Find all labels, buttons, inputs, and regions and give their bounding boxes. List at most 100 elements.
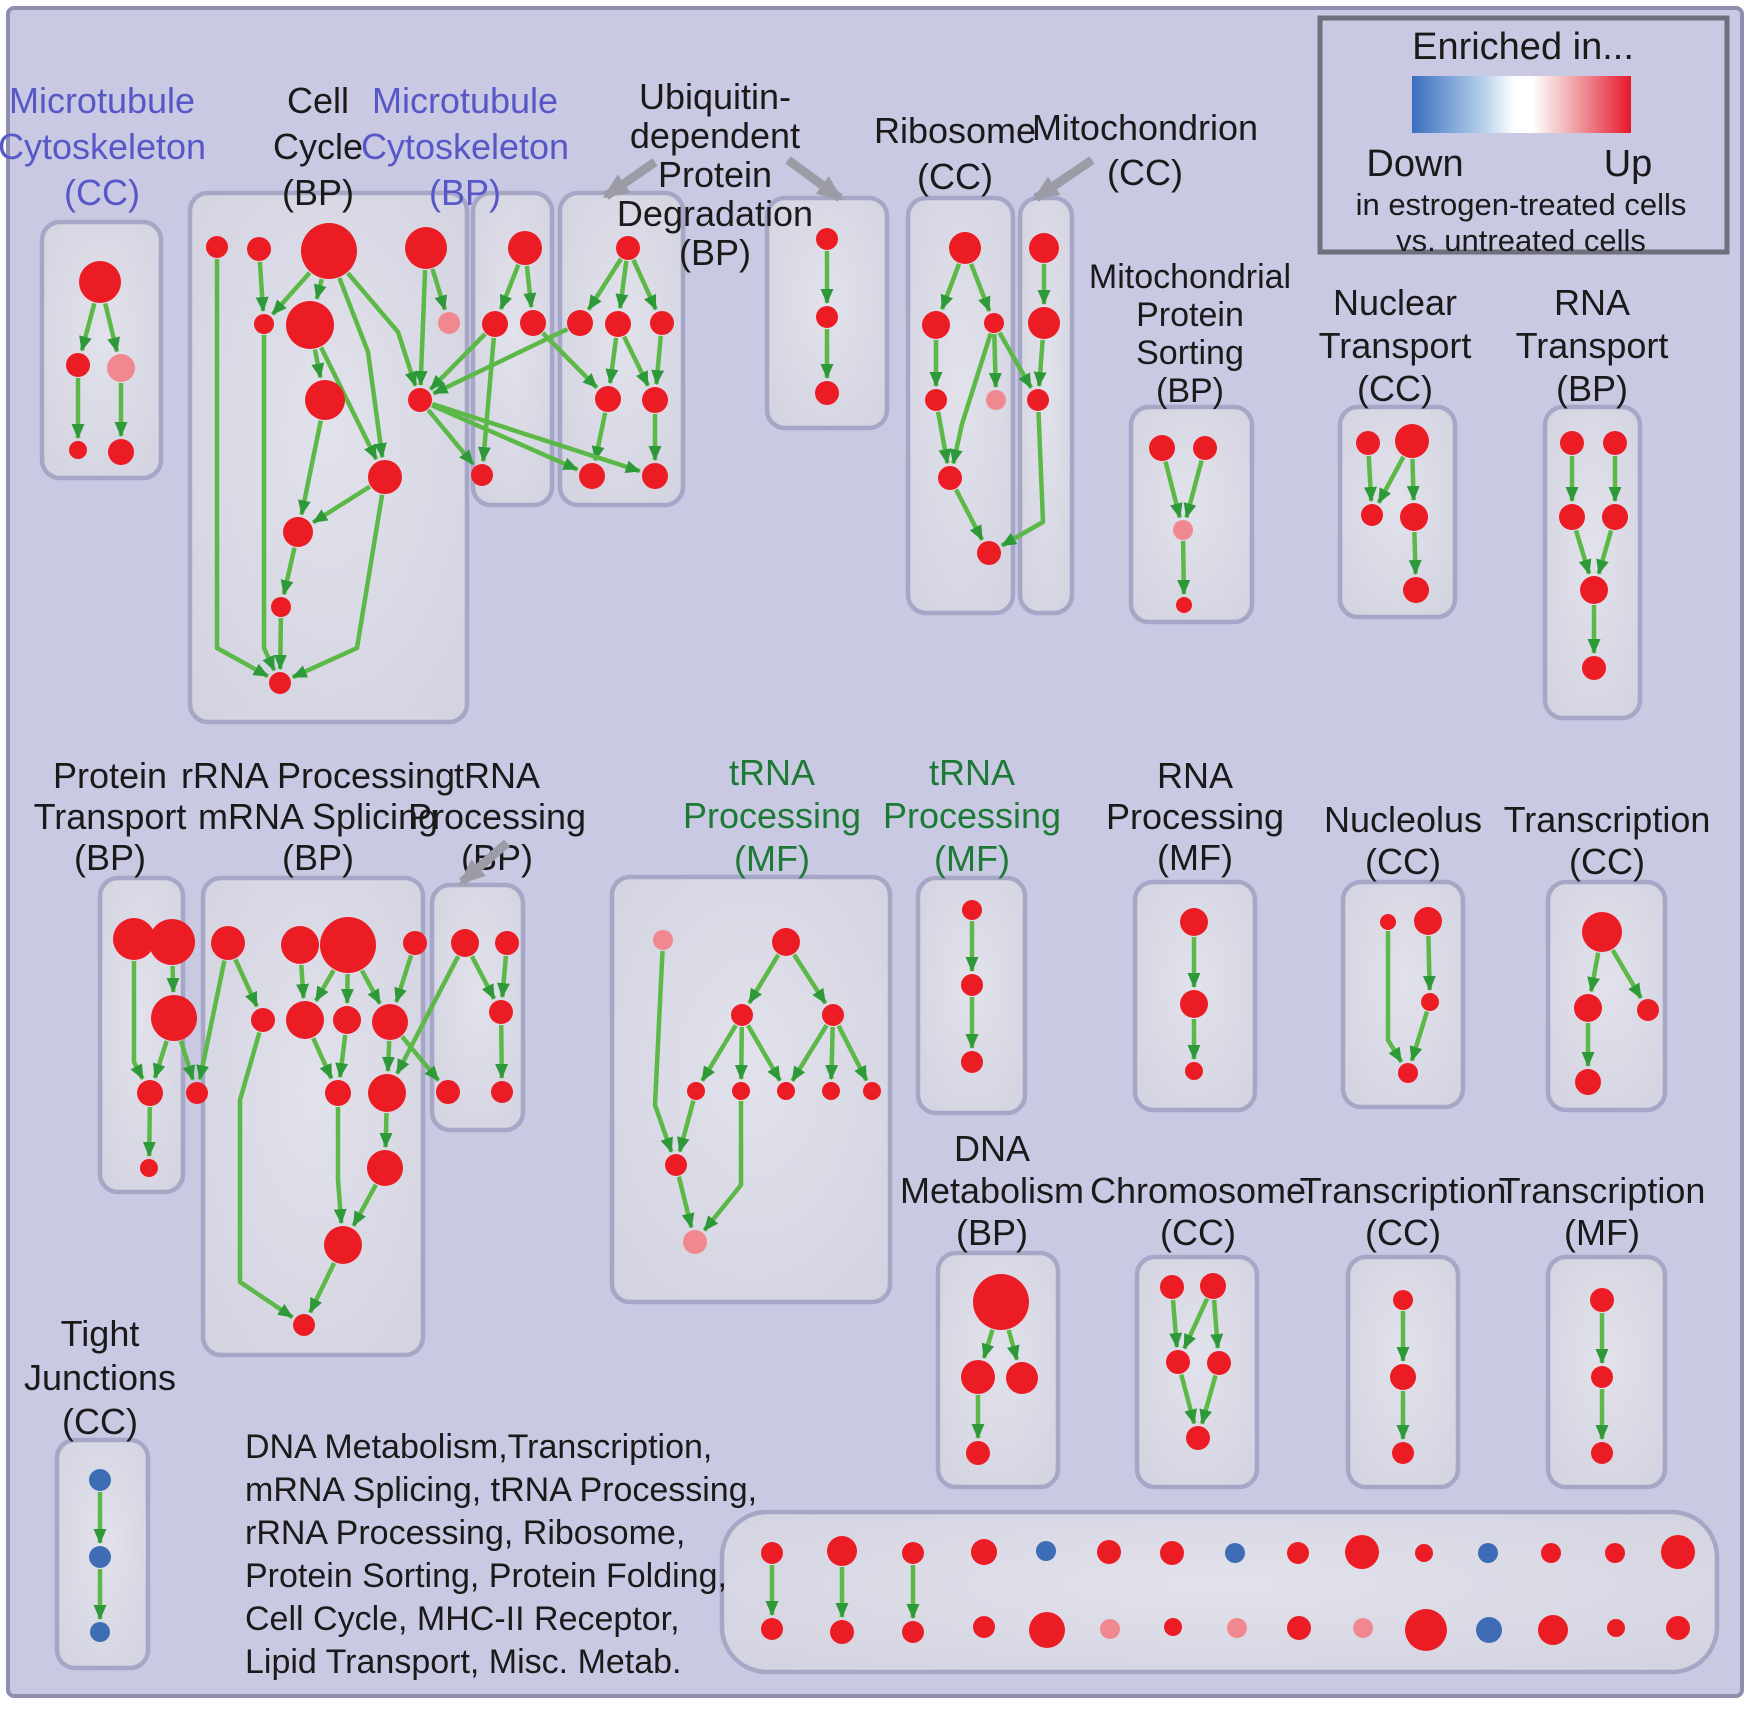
gene-set-node-7	[301, 223, 357, 279]
cluster-label-trna-processing-mf-2: (MF)	[934, 838, 1010, 879]
cluster-label-nucleolus-cc: (CC)	[1365, 841, 1441, 882]
gene-set-node-33	[949, 232, 981, 264]
gene-set-node-111	[1160, 1275, 1184, 1299]
gene-set-node-145	[1100, 1619, 1120, 1639]
cluster-label-trna-processing-mf-1: Processing	[683, 795, 861, 836]
cluster-label-microtubule-cytoskeleton-cc: Microtubule	[9, 80, 195, 121]
edge-arrow	[149, 1107, 150, 1156]
gene-set-node-136	[1478, 1543, 1498, 1563]
gene-set-node-113	[1166, 1350, 1190, 1374]
cluster-label-ubiquitin-degradation-bp-1: Degradation	[617, 193, 813, 234]
cluster-label-rna-transport-bp: (BP)	[1556, 368, 1628, 409]
gene-set-node-115	[1186, 1426, 1210, 1450]
gene-set-node-67	[403, 931, 427, 955]
gene-set-node-116	[1393, 1290, 1413, 1310]
gene-set-node-140	[761, 1618, 783, 1640]
gene-set-node-90	[863, 1082, 881, 1100]
edge-arrow	[386, 1113, 387, 1147]
gene-set-node-99	[1380, 914, 1396, 930]
cluster-label-chromosome-cc: (CC)	[1160, 1212, 1236, 1253]
cluster-label-mitochondrial-protein-sorting-bp: Sorting	[1136, 334, 1244, 372]
cluster-label-transcription-mf: Transcription	[1499, 1170, 1706, 1211]
gene-set-node-98	[1185, 1062, 1203, 1080]
gene-set-node-131	[1160, 1541, 1184, 1565]
gene-set-node-143	[973, 1616, 995, 1638]
cluster-label-rna-processing-mf: (MF)	[1157, 837, 1233, 878]
cluster-label-nuclear-transport-cc: Nuclear	[1333, 282, 1457, 323]
gene-set-node-42	[1027, 389, 1049, 411]
cluster-box-chromosome-cc	[1137, 1257, 1257, 1487]
gene-set-node-114	[1207, 1351, 1231, 1375]
mixed-terms-note-line-1: mRNA Splicing, tRNA Processing,	[245, 1471, 757, 1509]
edge-arrow	[280, 618, 281, 669]
cluster-label-rna-processing-mf: Processing	[1106, 796, 1284, 837]
cluster-label-ubiquitin-degradation-bp-1: Protein	[658, 154, 772, 195]
cluster-label-mitochondrial-protein-sorting-bp: Protein	[1136, 296, 1244, 334]
mixed-terms-note-line-4: Cell Cycle, MHC-II Receptor,	[245, 1600, 680, 1638]
cluster-box-mitochondrial-protein-sorting-bp	[1131, 407, 1252, 622]
gene-set-node-87	[732, 1082, 750, 1100]
cluster-label-rna-transport-bp: Transport	[1516, 325, 1669, 366]
gene-set-node-79	[489, 1000, 513, 1024]
cluster-label-nuclear-transport-cc: Transport	[1319, 325, 1472, 366]
gene-set-node-120	[1591, 1366, 1613, 1388]
gene-set-node-142	[902, 1621, 924, 1643]
gene-set-node-51	[1403, 577, 1429, 603]
gene-set-node-48	[1395, 424, 1429, 458]
cluster-label-chromosome-cc: Chromosome	[1090, 1170, 1306, 1211]
gene-set-node-12	[305, 380, 345, 420]
gene-set-node-0	[79, 261, 121, 303]
gene-set-node-19	[482, 311, 508, 337]
mixed-terms-note-line-2: rRNA Processing, Ribosome,	[245, 1514, 685, 1552]
gene-set-node-39	[977, 541, 1001, 565]
gene-set-node-36	[925, 389, 947, 411]
gene-set-node-73	[368, 1074, 406, 1112]
gene-set-node-8	[405, 227, 447, 269]
gene-set-node-22	[616, 236, 640, 260]
gene-set-node-94	[961, 974, 983, 996]
cluster-label-ubiquitin-degradation-bp-1: Ubiquitin-	[639, 76, 791, 117]
legend-subtitle-2: vs. untreated cells	[1396, 223, 1646, 258]
legend-title: Enriched in...	[1412, 26, 1634, 68]
edge-arrow	[388, 1041, 389, 1071]
gene-set-node-43	[1149, 435, 1175, 461]
gene-set-node-62	[140, 1159, 158, 1177]
gene-set-node-117	[1390, 1364, 1416, 1390]
gene-set-node-97	[1180, 990, 1208, 1018]
cluster-label-rna-processing-mf: RNA	[1157, 755, 1233, 796]
gene-set-node-107	[973, 1274, 1029, 1330]
gene-set-node-71	[372, 1004, 408, 1040]
gene-set-node-132	[1225, 1543, 1245, 1563]
gene-set-node-83	[772, 928, 800, 956]
legend-subtitle-1: in estrogen-treated cells	[1356, 187, 1687, 222]
edge-arrow	[301, 965, 303, 998]
cluster-label-dna-metabolism-bp: (BP)	[956, 1212, 1028, 1253]
cluster-label-mitochondrial-protein-sorting-bp: Mitochondrial	[1089, 258, 1291, 296]
gene-set-node-61	[137, 1080, 163, 1106]
gene-set-node-45	[1173, 520, 1193, 540]
cluster-label-tight-junctions-cc: (CC)	[62, 1401, 138, 1442]
gene-set-node-15	[283, 517, 313, 547]
edge-arrow	[1183, 541, 1184, 594]
gene-set-node-50	[1400, 503, 1428, 531]
gene-set-node-57	[1582, 656, 1606, 680]
gene-set-node-93	[962, 900, 982, 920]
cluster-label-microtubule-cytoskeleton-cc: (CC)	[64, 172, 140, 213]
cluster-label-cell-cycle-bp: Cell	[287, 80, 349, 121]
gene-set-node-63	[186, 1082, 208, 1104]
gene-set-node-137	[1541, 1543, 1561, 1563]
gene-set-node-153	[1607, 1619, 1625, 1637]
gene-set-node-27	[642, 387, 668, 413]
gene-set-node-4	[108, 439, 134, 465]
cluster-label-rrna-processing-mrna-splicing-bp: mRNA Splicing	[198, 796, 438, 837]
gene-set-node-125	[761, 1542, 783, 1564]
cluster-label-protein-transport-bp: (BP)	[74, 837, 146, 878]
cluster-label-trna-processing-mf-1: tRNA	[729, 752, 815, 793]
gene-set-node-40	[1029, 233, 1059, 263]
edge-arrow	[1413, 459, 1414, 500]
gene-set-node-138	[1605, 1543, 1625, 1563]
gene-set-node-28	[579, 463, 605, 489]
cluster-label-trna-processing-mf-1: (MF)	[734, 838, 810, 879]
cluster-label-mitochondrial-protein-sorting-bp: (BP)	[1156, 372, 1224, 410]
gene-set-node-2	[107, 354, 135, 382]
